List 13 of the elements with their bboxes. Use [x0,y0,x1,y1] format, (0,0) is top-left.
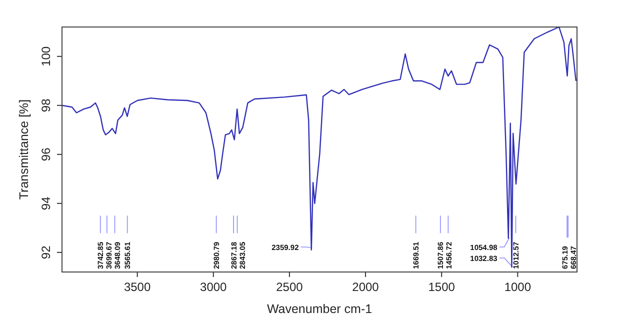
x-tick-label: 2500 [276,280,304,294]
x-tick-label: 1500 [428,280,456,294]
y-tick-label: 100 [39,46,53,66]
y-tick-label: 98 [39,98,53,112]
x-tick-label: 3000 [200,280,228,294]
y-tick-label: 94 [39,196,53,210]
x-tick-label: 2000 [352,280,380,294]
y-tick-label: 92 [39,245,53,260]
y-axis-title: Transmittance [%] [17,99,31,200]
x-tick-label: 3500 [124,280,151,294]
x-axis-title: Wavenumber cm-1 [266,302,372,316]
x-tick-label: 1000 [504,280,532,294]
y-tick-label: 96 [39,147,53,162]
